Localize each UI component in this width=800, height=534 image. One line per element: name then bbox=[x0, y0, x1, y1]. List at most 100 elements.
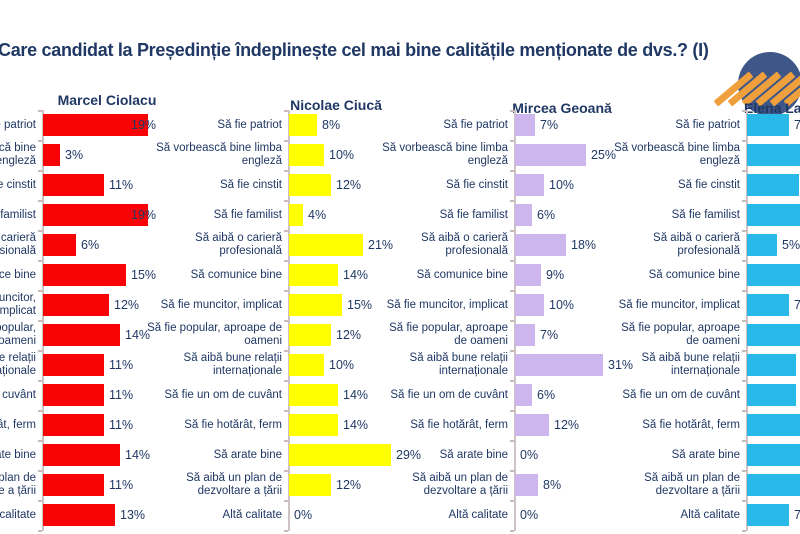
bar bbox=[747, 414, 800, 436]
category-label: Să arate bine bbox=[671, 448, 740, 461]
bar bbox=[289, 264, 338, 286]
value-label: 31% bbox=[608, 358, 634, 372]
value-label: 19% bbox=[131, 118, 157, 132]
category-label: Să fie popular, aproape de oameni bbox=[389, 322, 508, 347]
axis-line bbox=[514, 110, 516, 531]
bar bbox=[515, 114, 535, 136]
category-label: Să fie un om de cuvânt bbox=[0, 388, 36, 401]
category-label: Să fie hotărât, ferm bbox=[410, 418, 508, 431]
axis-tick bbox=[742, 470, 746, 472]
value-label: 15% bbox=[131, 268, 157, 282]
value-label: 12% bbox=[336, 328, 362, 342]
value-label: 8% bbox=[543, 478, 562, 492]
value-label: 11% bbox=[109, 388, 134, 402]
category-label: Să arate bine bbox=[0, 448, 36, 461]
bar bbox=[747, 204, 800, 226]
axis-tick bbox=[742, 230, 746, 232]
value-label: 7% bbox=[540, 328, 559, 342]
axis-tick bbox=[284, 170, 288, 172]
value-label: 21% bbox=[368, 238, 394, 252]
bar bbox=[515, 324, 535, 346]
category-label: Să fie patriot bbox=[0, 118, 36, 131]
value-label: 12% bbox=[114, 298, 140, 312]
axis-tick bbox=[742, 350, 746, 352]
category-label: Să fie patriot bbox=[675, 118, 740, 131]
axis-tick bbox=[284, 530, 288, 532]
axis-tick bbox=[284, 230, 288, 232]
category-label: Să comunice bine bbox=[0, 268, 36, 281]
axis-tick bbox=[510, 260, 514, 262]
bar bbox=[43, 114, 148, 136]
bar bbox=[289, 414, 338, 436]
category-label: Să fie muncitor, implicat bbox=[618, 298, 740, 311]
axis-tick bbox=[284, 440, 288, 442]
axis-tick bbox=[742, 530, 746, 532]
value-label: 14% bbox=[125, 448, 151, 462]
bar bbox=[43, 174, 104, 196]
value-label: 6% bbox=[537, 208, 556, 222]
axis-tick bbox=[510, 110, 514, 112]
slide-title: Care candidat la Președinție îndeplineșt… bbox=[0, 40, 709, 61]
category-label: Să aibă un plan de dezvoltare a țării bbox=[412, 472, 508, 497]
axis-tick bbox=[38, 110, 42, 112]
bar bbox=[43, 144, 60, 166]
axis-tick bbox=[510, 350, 514, 352]
category-label: Altă calitate bbox=[680, 508, 740, 521]
axis-tick bbox=[284, 410, 288, 412]
category-label: Să aibă un plan de dezvoltare a țării bbox=[644, 472, 740, 497]
chart-header: Elena La bbox=[744, 100, 800, 116]
category-label: Să comunice bine bbox=[416, 268, 508, 281]
bar bbox=[747, 444, 800, 466]
category-label: Să arate bine bbox=[439, 448, 508, 461]
category-label: Să aibă o carieră profesională bbox=[421, 232, 508, 257]
axis-tick bbox=[510, 530, 514, 532]
value-label: 29% bbox=[396, 448, 422, 462]
axis-tick bbox=[284, 470, 288, 472]
value-label: 15% bbox=[347, 298, 373, 312]
category-label: Să aibă bune relații internaționale bbox=[409, 352, 508, 377]
bar bbox=[43, 474, 104, 496]
category-label: Să vorbească bine limba engleză bbox=[156, 142, 282, 167]
axis-tick bbox=[284, 260, 288, 262]
bar bbox=[747, 474, 800, 496]
value-label: 11% bbox=[109, 478, 134, 492]
bar bbox=[747, 354, 796, 376]
category-label: Să fie hotărât, ferm bbox=[0, 418, 36, 431]
axis-tick bbox=[284, 200, 288, 202]
bar bbox=[289, 384, 338, 406]
axis-tick bbox=[510, 380, 514, 382]
category-label: Să arate bine bbox=[213, 448, 282, 461]
value-label: 10% bbox=[329, 358, 355, 372]
axis-tick bbox=[510, 410, 514, 412]
value-label: 13% bbox=[120, 508, 146, 522]
bar bbox=[289, 114, 317, 136]
bar bbox=[43, 234, 76, 256]
value-label: 14% bbox=[343, 418, 369, 432]
bar bbox=[747, 324, 800, 346]
category-label: Să vorbească bine limba engleză bbox=[0, 142, 36, 167]
bar bbox=[747, 504, 789, 526]
bar bbox=[289, 294, 342, 316]
axis-tick bbox=[742, 380, 746, 382]
value-label: 14% bbox=[343, 268, 369, 282]
category-label: Să fie muncitor, implicat bbox=[160, 298, 282, 311]
axis-line bbox=[746, 110, 748, 531]
axis-tick bbox=[38, 290, 42, 292]
axis-tick bbox=[284, 320, 288, 322]
value-label: 11% bbox=[109, 358, 134, 372]
axis-tick bbox=[38, 440, 42, 442]
value-label: 0% bbox=[520, 448, 539, 462]
axis-tick bbox=[284, 380, 288, 382]
bar bbox=[515, 384, 532, 406]
category-label: Să comunice bine bbox=[190, 268, 282, 281]
value-label: 10% bbox=[549, 178, 575, 192]
category-label: Să fie hotărât, ferm bbox=[642, 418, 740, 431]
axis-tick bbox=[742, 140, 746, 142]
axis-tick bbox=[38, 140, 42, 142]
axis-tick bbox=[742, 320, 746, 322]
axis-tick bbox=[742, 500, 746, 502]
axis-tick bbox=[38, 470, 42, 472]
value-label: 7% bbox=[794, 118, 800, 132]
category-label: Să vorbească bine limba engleză bbox=[382, 142, 508, 167]
